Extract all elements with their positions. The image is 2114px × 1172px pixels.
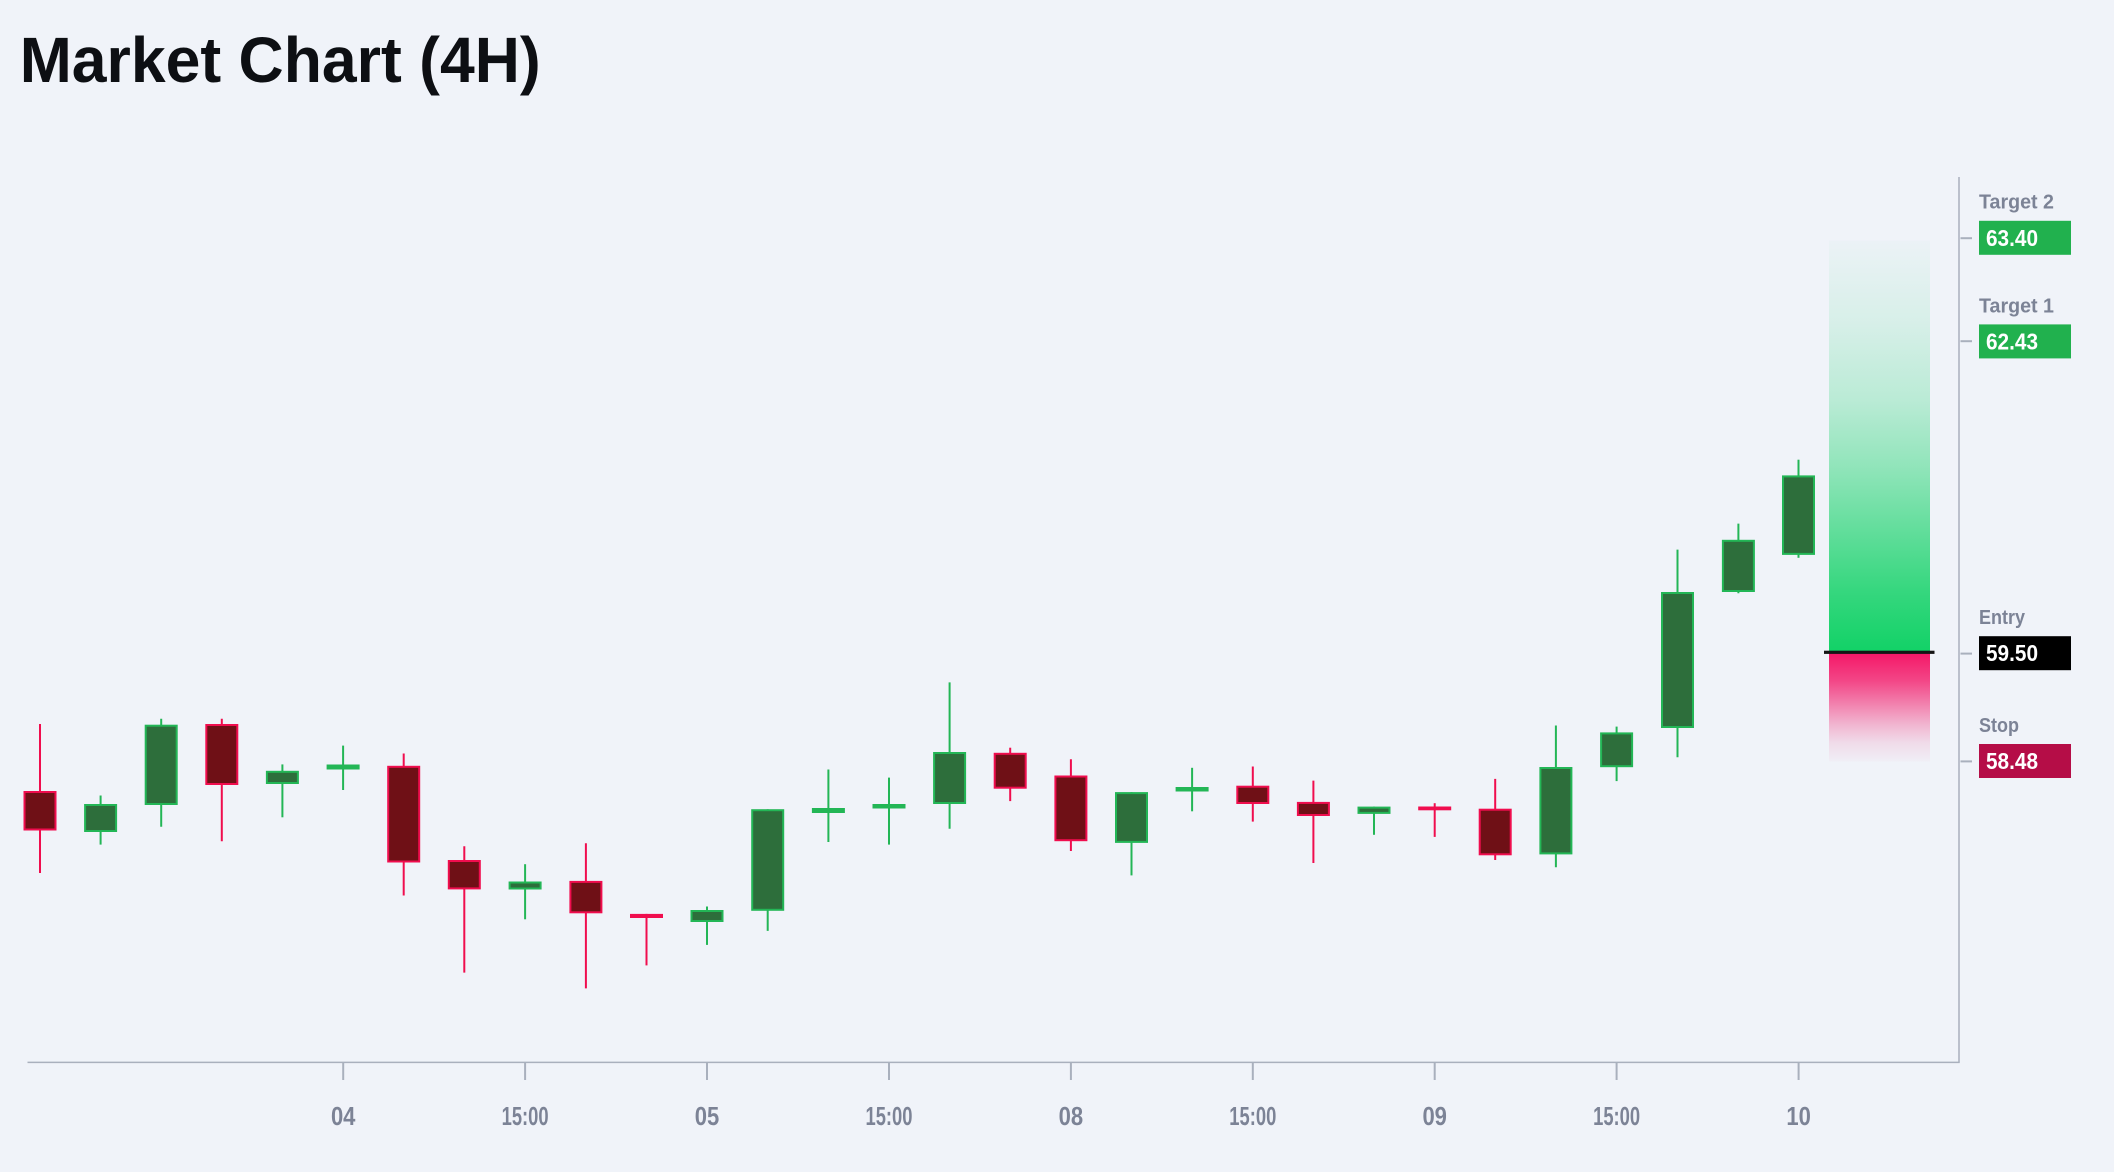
svg-text:Target 1: Target 1 (1979, 295, 2054, 317)
svg-text:09: 09 (1422, 1103, 1447, 1131)
svg-text:08: 08 (1059, 1103, 1084, 1131)
svg-text:05: 05 (695, 1103, 720, 1131)
svg-text:Stop: Stop (1979, 715, 2019, 737)
svg-text:Market Chart (4H): Market Chart (4H) (20, 24, 541, 96)
svg-text:15:00: 15:00 (502, 1103, 549, 1131)
svg-text:04: 04 (331, 1103, 356, 1131)
svg-text:62.43: 62.43 (1986, 328, 2038, 354)
svg-text:Target 2: Target 2 (1979, 192, 2054, 214)
svg-text:59.50: 59.50 (1986, 640, 2038, 666)
svg-text:15:00: 15:00 (866, 1103, 913, 1131)
svg-text:15:00: 15:00 (1229, 1103, 1276, 1131)
svg-text:10: 10 (1786, 1103, 1811, 1131)
svg-text:15:00: 15:00 (1593, 1103, 1640, 1131)
svg-text:Entry: Entry (1979, 607, 2026, 629)
svg-text:58.48: 58.48 (1986, 748, 2038, 774)
svg-text:63.40: 63.40 (1986, 225, 2038, 251)
